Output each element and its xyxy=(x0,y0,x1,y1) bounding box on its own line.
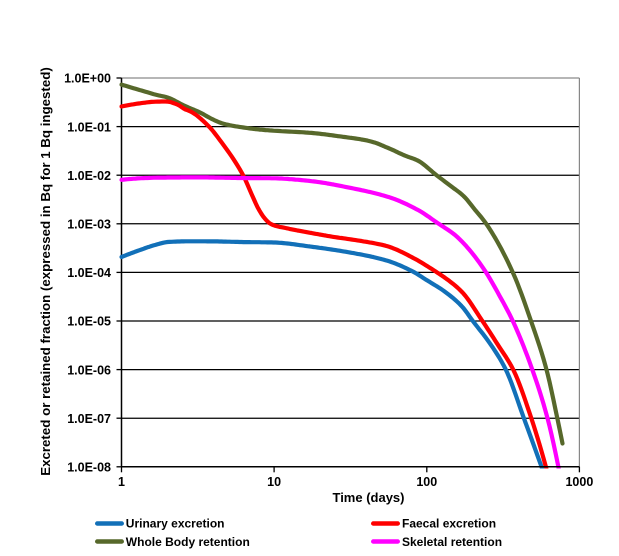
svg-text:1.0E-02: 1.0E-02 xyxy=(67,169,111,183)
svg-text:1.0E-06: 1.0E-06 xyxy=(67,363,111,377)
svg-text:1000: 1000 xyxy=(565,475,593,489)
svg-text:1.0E-03: 1.0E-03 xyxy=(67,218,111,232)
svg-text:Urinary excretion: Urinary excretion xyxy=(126,517,225,531)
svg-text:Excreted or retained fraction: Excreted or retained fraction (expressed… xyxy=(38,67,53,476)
svg-text:1.0E-08: 1.0E-08 xyxy=(67,461,111,475)
svg-text:1.0E-07: 1.0E-07 xyxy=(67,412,111,426)
svg-text:Whole Body retention: Whole Body retention xyxy=(126,535,250,549)
svg-text:100: 100 xyxy=(416,475,437,489)
svg-text:Faecal excretion: Faecal excretion xyxy=(402,517,496,531)
svg-text:Time (days): Time (days) xyxy=(332,490,404,505)
svg-text:1.0E-01: 1.0E-01 xyxy=(67,120,111,134)
svg-text:1: 1 xyxy=(118,475,125,489)
svg-text:1.0E-05: 1.0E-05 xyxy=(67,315,111,329)
svg-text:Skeletal retention: Skeletal retention xyxy=(402,535,502,549)
svg-text:10: 10 xyxy=(267,475,281,489)
svg-text:1.0E+00: 1.0E+00 xyxy=(64,72,111,86)
svg-text:1.0E-04: 1.0E-04 xyxy=(67,266,111,280)
